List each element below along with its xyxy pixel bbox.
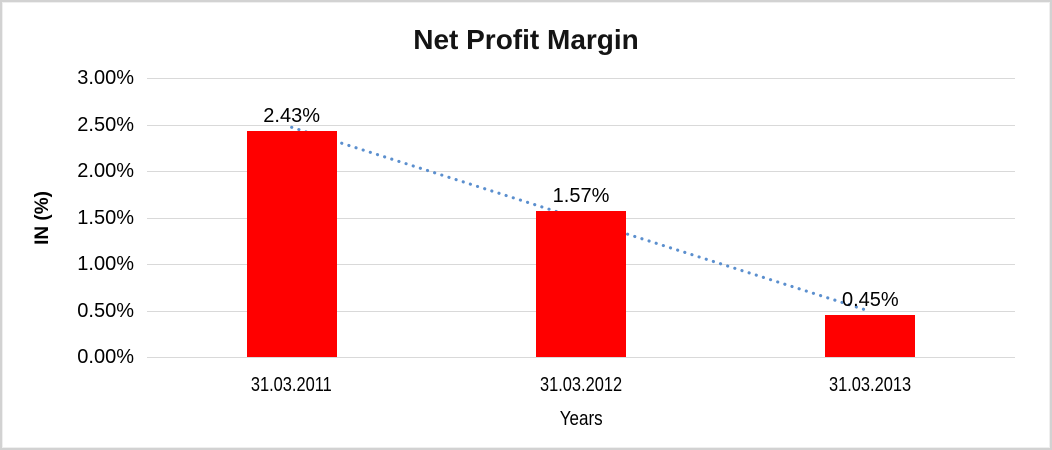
bar-31.03.2013 (825, 315, 916, 357)
data-label: 0.45% (841, 289, 899, 312)
gridline (147, 357, 1015, 358)
y-tick-label: 1.00% (77, 253, 134, 275)
chart-title: Net Profit Margin (413, 24, 639, 55)
gridline (147, 78, 1015, 79)
gridline (147, 124, 1015, 126)
y-tick-label: 2.50% (77, 113, 134, 136)
data-label: 2.43% (263, 105, 321, 127)
x-axis-title-text: Years (559, 408, 603, 430)
x-category-label: 31.03.2012 (539, 374, 623, 396)
x-category-label: 31.03.2011 (251, 374, 333, 396)
bar-31.03.2011 (246, 131, 337, 357)
y-tick-label: 2.00% (77, 160, 134, 182)
y-tick-label: 3.00% (77, 67, 134, 89)
y-tick-label: 0.50% (77, 299, 134, 322)
data-label: 1.57% (552, 184, 610, 207)
bar-31.03.2012 (536, 210, 626, 357)
x-category-label: 31.03.2013 (829, 374, 912, 396)
y-tick-label: 1.50% (77, 206, 134, 229)
x-axis-title: Years (147, 408, 1015, 431)
y-tick-label: 0.00% (77, 346, 134, 368)
